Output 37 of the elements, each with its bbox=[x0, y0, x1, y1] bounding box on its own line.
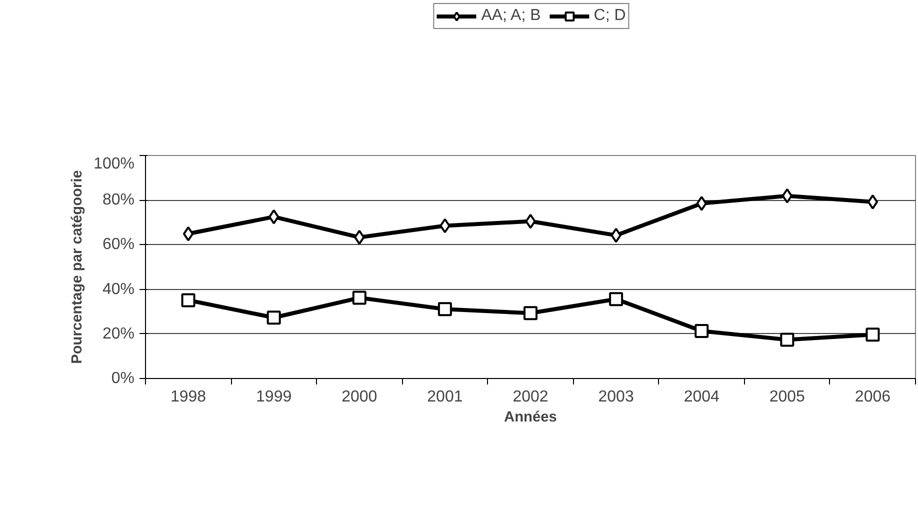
point bbox=[352, 290, 366, 305]
x-tick-label: 1998 bbox=[170, 388, 206, 406]
point bbox=[780, 332, 794, 347]
legend-label: AA; A; B bbox=[481, 7, 541, 25]
point bbox=[867, 194, 878, 210]
point bbox=[525, 214, 536, 229]
point bbox=[440, 218, 450, 234]
point bbox=[268, 209, 280, 224]
point bbox=[438, 302, 452, 316]
x-tick-label: 2003 bbox=[598, 388, 634, 406]
x-tick-label: 2001 bbox=[427, 388, 463, 406]
point bbox=[609, 292, 624, 306]
y-axis-title: Pourcentage par catégoorie bbox=[70, 170, 86, 364]
x-tick-label: 2005 bbox=[769, 388, 806, 406]
x-tick-label: 2002 bbox=[512, 388, 548, 406]
y-tick-label: 40% bbox=[102, 280, 135, 298]
y-tick-label: 0% bbox=[111, 370, 134, 387]
y-tick-label: 80% bbox=[102, 192, 135, 209]
x-tick-label: 1999 bbox=[256, 388, 292, 406]
point bbox=[694, 324, 709, 338]
legend-label: C; D bbox=[594, 7, 626, 25]
point bbox=[782, 188, 792, 204]
point bbox=[181, 293, 196, 308]
point bbox=[182, 226, 194, 242]
x-tick-label: 2006 bbox=[854, 388, 891, 406]
point bbox=[610, 228, 622, 243]
point bbox=[866, 328, 880, 342]
point bbox=[266, 310, 281, 325]
x-axis-title: Années bbox=[504, 410, 557, 426]
y-tick-label: 100% bbox=[94, 156, 134, 172]
y-tick-label: 20% bbox=[102, 325, 135, 342]
point bbox=[524, 306, 538, 320]
x-tick-label: 2000 bbox=[342, 388, 378, 406]
y-tick-label: 60% bbox=[102, 236, 135, 254]
point bbox=[696, 196, 707, 211]
point bbox=[354, 230, 365, 245]
x-tick-label: 2004 bbox=[684, 388, 720, 406]
